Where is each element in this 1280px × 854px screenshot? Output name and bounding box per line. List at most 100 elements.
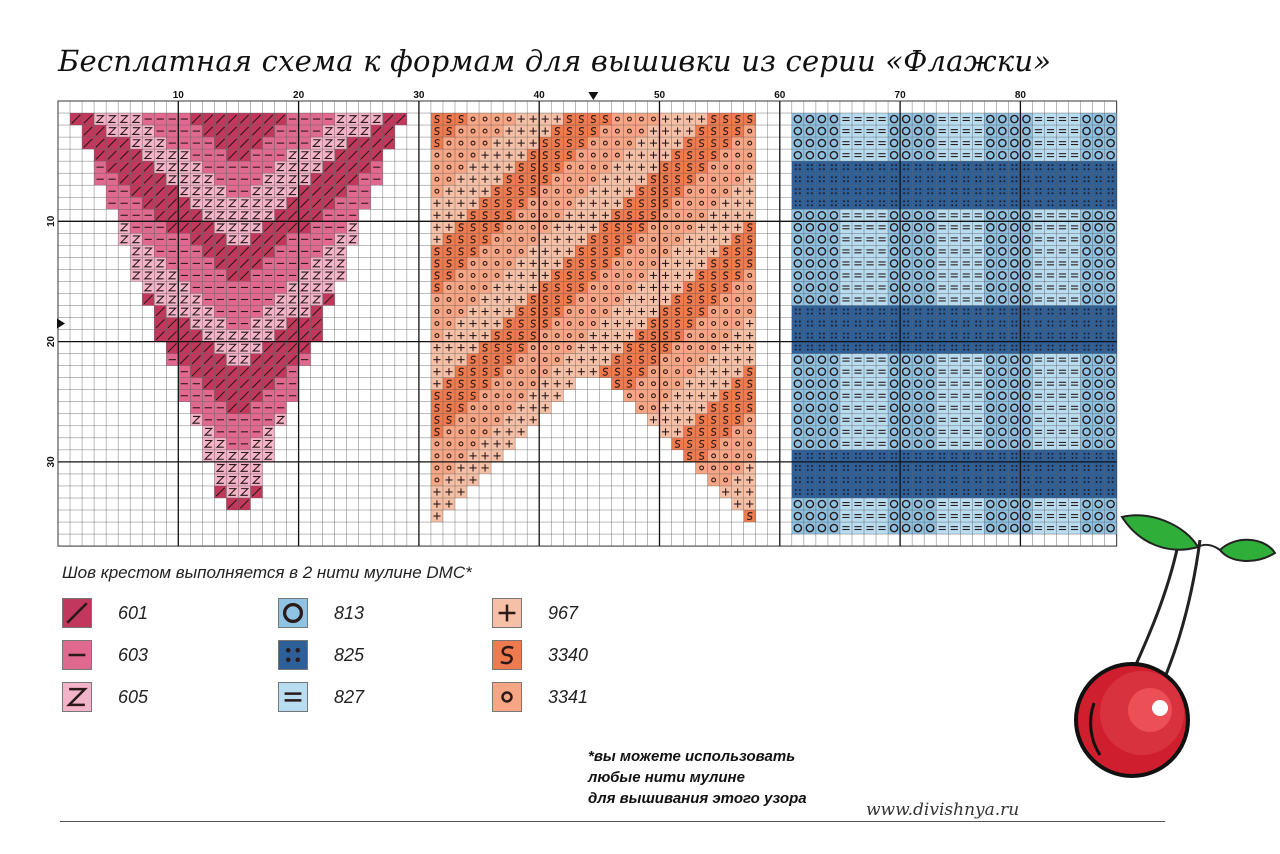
stitch-cell <box>250 185 263 198</box>
stitch-cell <box>864 221 877 234</box>
stitch-cell <box>611 233 624 246</box>
stitch-cell <box>791 185 804 198</box>
stitch-cell <box>250 269 263 282</box>
stitch-cell <box>599 149 612 162</box>
stitch-cell <box>1068 137 1081 150</box>
stitch-cell <box>1044 281 1057 294</box>
stitch-cell <box>166 341 179 354</box>
stitch-cell <box>815 293 828 306</box>
stitch-cell <box>214 317 227 330</box>
stitch-cell <box>839 341 852 354</box>
stitch-cell <box>743 125 756 138</box>
stitch-cell <box>274 269 287 282</box>
stitch-cell <box>238 209 251 222</box>
stitch-cell <box>575 185 588 198</box>
stitch-cell <box>334 161 347 174</box>
stitch-cell <box>659 209 672 222</box>
stitch-cell <box>996 161 1009 174</box>
stitch-cell <box>936 461 949 474</box>
stitch-cell <box>214 233 227 246</box>
stitch-cell <box>888 413 901 426</box>
stitch-cell <box>1008 185 1021 198</box>
stitch-cell <box>310 161 323 174</box>
stitch-cell <box>707 281 720 294</box>
stitch-cell <box>527 317 540 330</box>
stitch-cell <box>491 137 504 150</box>
stitch-cell <box>1080 113 1093 126</box>
stitch-cell <box>1092 437 1105 450</box>
stitch-cell <box>262 341 275 354</box>
stitch-cell <box>515 209 528 222</box>
stitch-cell <box>539 293 552 306</box>
stitch-cell <box>803 485 816 498</box>
stitch-cell <box>491 221 504 234</box>
stitch-cell <box>960 125 973 138</box>
stitch-cell <box>1104 510 1117 523</box>
stitch-cell <box>563 125 576 138</box>
stitch-cell <box>539 257 552 270</box>
stitch-cell <box>491 317 504 330</box>
x-ruler-label: 30 <box>413 90 425 101</box>
stitch-cell <box>731 197 744 210</box>
stitch-cell <box>611 377 624 390</box>
stitch-cell <box>864 113 877 126</box>
stitch-cell <box>539 377 552 390</box>
stitch-cell <box>671 269 684 282</box>
stitch-cell <box>563 185 576 198</box>
stitch-cell <box>1056 329 1069 342</box>
stitch-cell <box>623 389 636 402</box>
stitch-cell <box>1032 317 1045 330</box>
stitch-cell <box>346 209 359 222</box>
stitch-cell <box>1032 522 1045 535</box>
stitch-cell <box>683 389 696 402</box>
stitch-cell <box>1032 209 1045 222</box>
stitch-cell <box>972 173 985 186</box>
stitch-cell <box>130 233 143 246</box>
stitch-cell <box>226 389 239 402</box>
stitch-cell <box>900 510 913 523</box>
stitch-cell <box>1044 245 1057 258</box>
stitch-cell <box>503 329 516 342</box>
stitch-cell <box>731 353 744 366</box>
stitch-cell <box>370 125 383 138</box>
stitch-cell <box>286 389 299 402</box>
stitch-cell <box>190 353 203 366</box>
legend-967: 967 <box>492 597 578 629</box>
stitch-cell <box>226 485 239 498</box>
site-url[interactable]: www.divishnya.ru <box>866 800 1020 820</box>
stitch-cell <box>876 365 889 378</box>
stitch-cell <box>467 125 480 138</box>
stitch-cell <box>839 365 852 378</box>
stitch-cell <box>972 125 985 138</box>
stitch-cell <box>1080 161 1093 174</box>
stitch-cell <box>659 293 672 306</box>
stitch-cell <box>178 209 191 222</box>
stitch-cell <box>442 257 455 270</box>
stitch-cell <box>611 125 624 138</box>
stitch-cell <box>1092 329 1105 342</box>
stitch-cell <box>888 522 901 535</box>
stitch-cell <box>442 197 455 210</box>
stitch-cell <box>900 389 913 402</box>
stitch-cell <box>454 305 468 318</box>
stitch-cell <box>166 125 179 138</box>
stitch-cell <box>346 173 359 186</box>
stitch-cell <box>623 293 636 306</box>
stitch-cell <box>924 125 937 138</box>
stitch-cell <box>803 497 816 511</box>
stitch-cell <box>1056 389 1069 402</box>
stitch-cell <box>1080 389 1093 402</box>
stitch-cell <box>1008 209 1021 222</box>
stitch-cell <box>948 413 961 426</box>
stitch-cell <box>815 485 828 498</box>
stitch-cell <box>839 510 852 523</box>
stitch-cell <box>1068 497 1081 511</box>
stitch-cell <box>250 137 263 150</box>
stitch-cell <box>1020 329 1033 342</box>
stitch-cell <box>719 281 732 294</box>
stitch-cell <box>142 221 155 234</box>
stitch-cell <box>791 293 804 306</box>
stitch-cell <box>876 353 889 366</box>
legend-code: 827 <box>334 686 365 707</box>
stitch-cell <box>310 245 323 258</box>
